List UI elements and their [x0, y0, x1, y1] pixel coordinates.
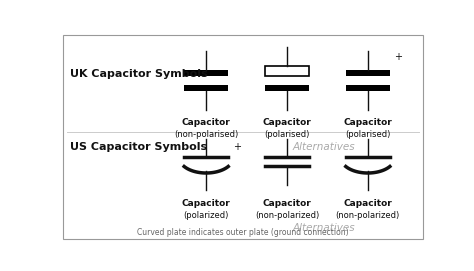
Text: (polarized): (polarized): [183, 211, 229, 220]
Text: Curved plate indicates outer plate (ground connection): Curved plate indicates outer plate (grou…: [137, 228, 349, 237]
Bar: [265, 66, 309, 76]
Text: (polarised): (polarised): [264, 130, 310, 139]
Bar: [184, 70, 228, 76]
Bar: [346, 85, 390, 91]
Text: Alternatives: Alternatives: [292, 223, 355, 233]
Bar: [346, 70, 390, 76]
Bar: [265, 85, 309, 91]
Text: US Capacitor Symbols: US Capacitor Symbols: [70, 142, 208, 152]
Text: (non-polarised): (non-polarised): [174, 130, 238, 139]
Text: (non-polarized): (non-polarized): [336, 211, 400, 220]
Text: Capacitor: Capacitor: [344, 118, 392, 127]
Text: Capacitor: Capacitor: [182, 199, 230, 208]
Text: UK Capacitor Symbols: UK Capacitor Symbols: [70, 69, 208, 79]
Bar: [184, 85, 228, 91]
Text: Capacitor: Capacitor: [344, 199, 392, 208]
Text: +: +: [394, 53, 402, 62]
Text: Alternatives: Alternatives: [292, 143, 355, 153]
Text: Capacitor: Capacitor: [182, 118, 230, 127]
Text: Capacitor: Capacitor: [263, 199, 311, 208]
Text: (polarised): (polarised): [345, 130, 391, 139]
Text: Capacitor: Capacitor: [263, 118, 311, 127]
Text: +: +: [233, 142, 241, 152]
Text: (non-polarized): (non-polarized): [255, 211, 319, 220]
